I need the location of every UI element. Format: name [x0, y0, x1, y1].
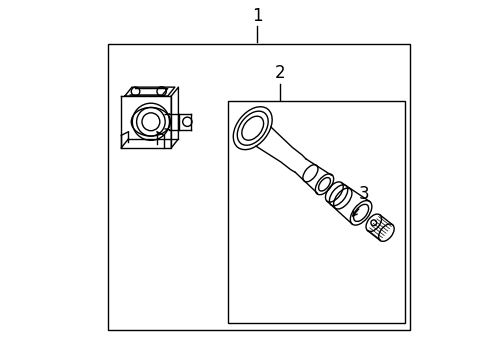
Text: 2: 2 — [274, 64, 285, 82]
Bar — [228, 102, 405, 323]
Text: 1: 1 — [251, 6, 262, 24]
Text: 3: 3 — [358, 185, 369, 203]
Bar — [108, 44, 409, 330]
